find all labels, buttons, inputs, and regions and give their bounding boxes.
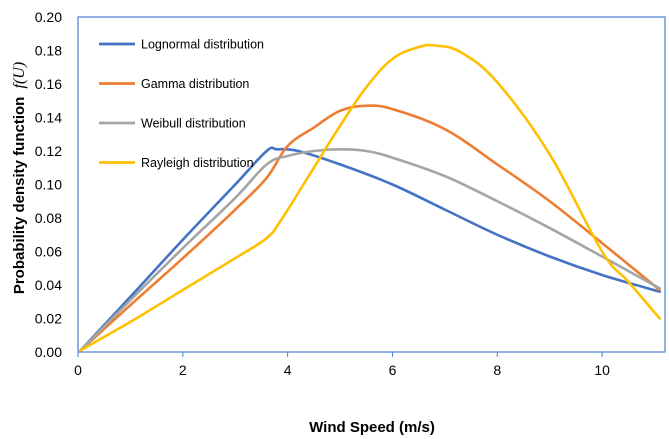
y-tick-label: 0.04	[35, 277, 62, 293]
y-tick-label: 0.10	[35, 177, 62, 193]
y-axis-title-symbol: f(U)	[11, 62, 28, 89]
legend: Lognormal distribution Gamma distribution…	[99, 38, 264, 170]
y-axis-title-text: Probability density function	[11, 97, 28, 295]
legend-label-weibull: Weibull distribution	[141, 117, 246, 131]
series-line-gamma	[79, 104, 662, 352]
series-line-weibull	[79, 148, 662, 352]
y-tick-label: 0.18	[35, 43, 62, 59]
y-tick-label: 0.08	[35, 210, 62, 226]
legend-label-gamma: Gamma distribution	[141, 77, 249, 91]
y-axis-title: Probability density function f(U)	[11, 62, 28, 294]
x-axis: 0 2 4 6 8 10	[74, 352, 610, 378]
x-tick-label: 2	[179, 362, 187, 378]
y-tick-label: 0.16	[35, 76, 62, 92]
series-layer	[79, 43, 662, 352]
y-tick-label: 0.06	[35, 244, 62, 260]
series-line-lognormal	[79, 146, 662, 352]
y-tick-label: 0.12	[35, 143, 62, 159]
y-tick-label: 0.00	[35, 344, 62, 360]
legend-label-lognormal: Lognormal distribution	[141, 38, 264, 52]
x-tick-label: 4	[284, 362, 292, 378]
x-tick-label: 0	[74, 362, 82, 378]
y-tick-label: 0.02	[35, 311, 62, 327]
x-tick-label: 6	[389, 362, 397, 378]
y-tick-label: 0.14	[35, 110, 62, 126]
legend-label-rayleigh: Rayleigh distribution	[141, 156, 254, 170]
y-tick-label: 0.20	[35, 9, 62, 25]
plot-area-border	[77, 16, 666, 353]
series-line-rayleigh	[79, 43, 662, 352]
x-axis-title: Wind Speed (m/s)	[309, 419, 435, 436]
x-tick-label: 8	[493, 362, 501, 378]
x-tick-label: 10	[594, 362, 610, 378]
y-axis: 0.00 0.02 0.04 0.06 0.08 0.10 0.12 0.14 0.16 0.18…	[35, 9, 62, 360]
